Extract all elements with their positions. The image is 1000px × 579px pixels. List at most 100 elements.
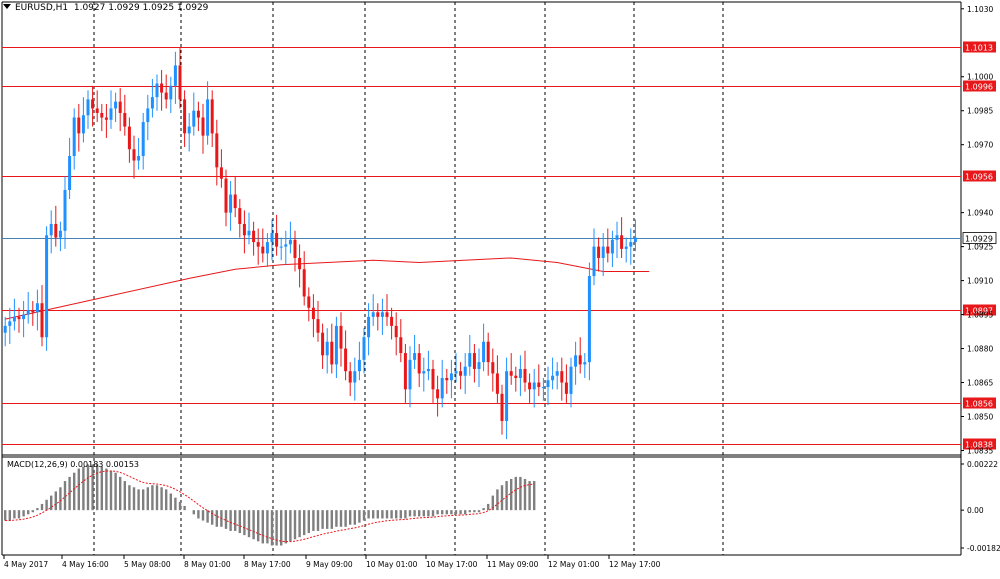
candle-body[interactable] — [95, 108, 99, 113]
candles[interactable] — [3, 47, 637, 440]
candle-body[interactable] — [293, 239, 297, 258]
candle-body[interactable] — [514, 375, 518, 378]
candle-body[interactable] — [206, 99, 210, 136]
candle-body[interactable] — [348, 371, 352, 383]
candle-body[interactable] — [376, 312, 380, 317]
candle-body[interactable] — [601, 246, 605, 258]
candle-body[interactable] — [569, 366, 573, 394]
candle-body[interactable] — [610, 239, 614, 254]
candle-body[interactable] — [8, 321, 12, 326]
horizontal-levels[interactable] — [2, 47, 961, 445]
candle-body[interactable] — [454, 371, 458, 374]
candle-body[interactable] — [219, 167, 223, 179]
candle-body[interactable] — [275, 233, 279, 247]
candle-body[interactable] — [422, 371, 426, 374]
candle-body[interactable] — [597, 246, 601, 258]
candle-body[interactable] — [339, 325, 343, 349]
candle-body[interactable] — [17, 316, 21, 320]
candle-body[interactable] — [440, 377, 444, 399]
candle-body[interactable] — [344, 348, 348, 372]
candle-body[interactable] — [330, 341, 334, 365]
candle-body[interactable] — [298, 257, 302, 270]
candle-body[interactable] — [270, 233, 274, 243]
candle-body[interactable] — [491, 362, 495, 374]
candle-body[interactable] — [436, 389, 440, 399]
candle-body[interactable] — [403, 353, 407, 390]
candle-body[interactable] — [629, 242, 633, 247]
candle-body[interactable] — [233, 194, 237, 209]
candle-body[interactable] — [362, 337, 366, 360]
candle-body[interactable] — [104, 117, 108, 120]
candle-body[interactable] — [431, 368, 435, 390]
candle-body[interactable] — [546, 380, 550, 388]
candle-body[interactable] — [256, 242, 260, 247]
candle-body[interactable] — [477, 362, 481, 369]
candle-body[interactable] — [224, 178, 228, 213]
candle-body[interactable] — [261, 246, 265, 254]
candle-body[interactable] — [35, 303, 39, 313]
candle-body[interactable] — [606, 246, 610, 254]
candle-body[interactable] — [86, 99, 90, 116]
candle-body[interactable] — [215, 133, 219, 168]
candle-body[interactable] — [615, 235, 619, 240]
candle-body[interactable] — [560, 371, 564, 383]
candle-body[interactable] — [486, 341, 490, 363]
candle-body[interactable] — [26, 310, 30, 315]
candle-body[interactable] — [482, 341, 486, 363]
candle-body[interactable] — [463, 366, 467, 376]
candle-body[interactable] — [63, 189, 67, 231]
candle-body[interactable] — [624, 246, 628, 249]
candle-body[interactable] — [311, 307, 315, 320]
candle-body[interactable] — [72, 117, 76, 157]
candle-body[interactable] — [394, 325, 398, 338]
candle-body[interactable] — [555, 371, 559, 376]
candle-body[interactable] — [160, 83, 164, 93]
candle-body[interactable] — [279, 246, 283, 248]
candle-body[interactable] — [509, 371, 513, 376]
candle-body[interactable] — [564, 382, 568, 394]
candle-body[interactable] — [40, 303, 44, 338]
candle-body[interactable] — [532, 382, 536, 390]
candle-body[interactable] — [578, 355, 582, 365]
candle-body[interactable] — [192, 110, 196, 127]
candle-body[interactable] — [620, 235, 624, 249]
candle-body[interactable] — [587, 276, 591, 363]
candle-body[interactable] — [247, 230, 251, 236]
candle-body[interactable] — [229, 194, 233, 213]
candle-body[interactable] — [307, 296, 311, 308]
candle-body[interactable] — [49, 223, 53, 236]
candle-body[interactable] — [150, 97, 154, 109]
candle-body[interactable] — [505, 371, 509, 422]
candle-body[interactable] — [583, 362, 587, 365]
candle-body[interactable] — [426, 368, 430, 372]
candle-body[interactable] — [357, 359, 361, 372]
candle-body[interactable] — [22, 314, 26, 320]
candle-body[interactable] — [252, 230, 256, 243]
candle-body[interactable] — [417, 353, 421, 374]
candle-body[interactable] — [164, 92, 168, 100]
candle-body[interactable] — [109, 108, 113, 120]
candle-body[interactable] — [178, 65, 182, 100]
candle-body[interactable] — [58, 230, 62, 238]
candle-body[interactable] — [12, 316, 16, 322]
candle-body[interactable] — [537, 382, 541, 388]
candle-body[interactable] — [367, 316, 371, 338]
candle-body[interactable] — [325, 341, 329, 356]
candle-body[interactable] — [472, 353, 476, 369]
candle-body[interactable] — [169, 85, 173, 100]
dropdown-triangle-icon[interactable] — [3, 4, 11, 9]
candle-body[interactable] — [385, 312, 389, 317]
candle-body[interactable] — [523, 368, 527, 383]
candle-body[interactable] — [633, 237, 637, 243]
candle-body[interactable] — [238, 208, 242, 224]
candle-body[interactable] — [100, 112, 104, 118]
candle-body[interactable] — [449, 373, 453, 381]
candle-body[interactable] — [146, 108, 150, 123]
candle-body[interactable] — [528, 382, 532, 390]
candle-body[interactable] — [408, 359, 412, 390]
candle-body[interactable] — [210, 99, 214, 134]
candle-body[interactable] — [321, 332, 325, 356]
candle-body[interactable] — [380, 312, 384, 317]
candle-body[interactable] — [390, 316, 394, 326]
